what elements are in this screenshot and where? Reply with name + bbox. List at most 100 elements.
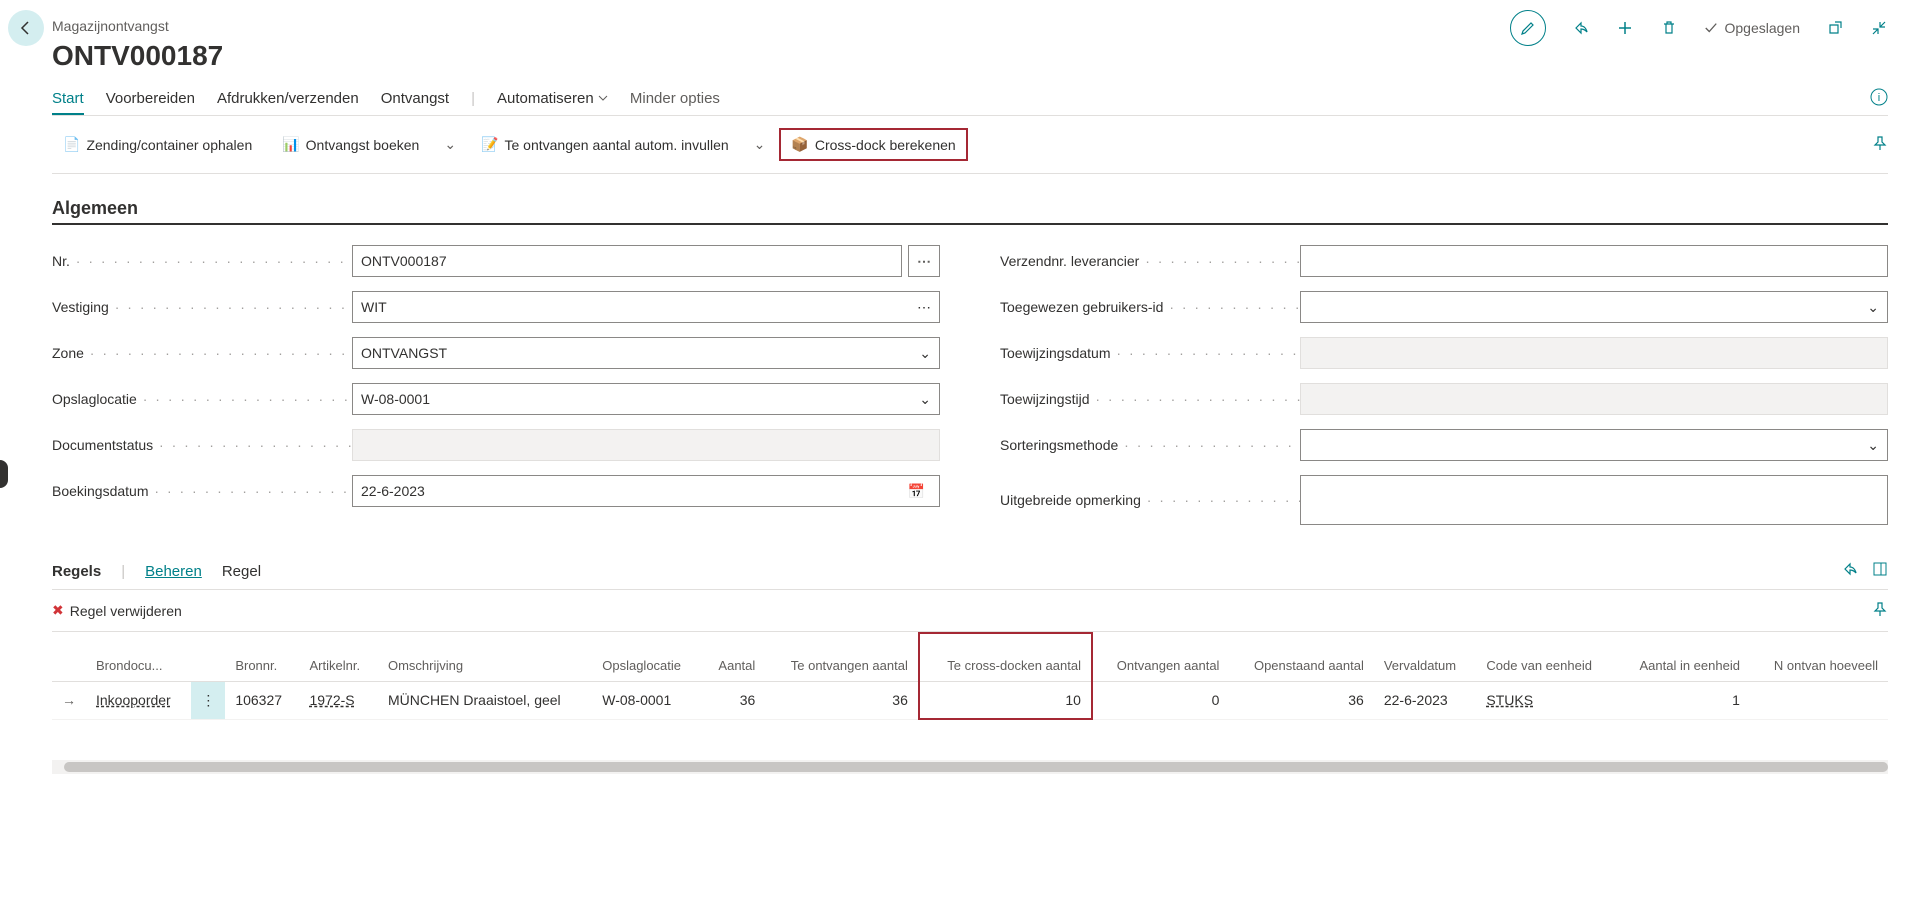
- input-opslag[interactable]: W-08-0001⌄: [352, 383, 940, 415]
- label-boekdatum: Boekingsdatum: [52, 483, 352, 499]
- lines-regel[interactable]: Regel: [222, 563, 261, 580]
- label-sortering: Sorteringsmethode: [1000, 437, 1300, 453]
- pin-icon[interactable]: [1872, 135, 1888, 154]
- lines-table: Brondocu... Bronnr. Artikelnr. Omschrijv…: [52, 632, 1888, 720]
- col-aantalin[interactable]: Aantal in eenheid: [1616, 633, 1750, 681]
- action-boeken[interactable]: 📊Ontvangst boeken: [271, 129, 430, 160]
- label-opmerking: Uitgebreide opmerking: [1000, 492, 1300, 508]
- saved-label: Opgeslagen: [1724, 20, 1800, 36]
- cell-bronnr[interactable]: 106327: [225, 681, 299, 719]
- col-openstaand[interactable]: Openstaand aantal: [1229, 633, 1373, 681]
- separator: |: [471, 90, 475, 107]
- label-nr: Nr.: [52, 253, 352, 269]
- h-scrollbar[interactable]: [52, 760, 1888, 774]
- delete-x-icon: ✖: [52, 602, 64, 619]
- tab-minder[interactable]: Minder opties: [630, 90, 720, 107]
- col-artikelnr[interactable]: Artikelnr.: [299, 633, 377, 681]
- col-aantal[interactable]: Aantal: [702, 633, 765, 681]
- svg-text:i: i: [1878, 92, 1880, 104]
- pencil-icon: [1520, 20, 1536, 36]
- cell-codeeenheid[interactable]: STUKS: [1476, 681, 1616, 719]
- cell-teontvangen[interactable]: 36: [765, 681, 919, 719]
- tab-automatiseren[interactable]: Automatiseren: [497, 90, 608, 107]
- fill-icon: 📝: [481, 136, 498, 153]
- tab-ontvangst[interactable]: Ontvangst: [381, 90, 449, 107]
- delete-line-button[interactable]: ✖Regel verwijderen: [52, 602, 182, 619]
- row-menu[interactable]: ⋮: [191, 681, 225, 719]
- tab-start[interactable]: Start: [52, 90, 84, 115]
- lines-expand-icon[interactable]: [1872, 561, 1888, 581]
- section-algemeen: Algemeen: [52, 198, 1888, 219]
- col-ontvangen[interactable]: Ontvangen aantal: [1092, 633, 1229, 681]
- post-icon: 📊: [282, 136, 299, 153]
- input-toewtijd: [1300, 383, 1888, 415]
- info-icon[interactable]: i: [1870, 88, 1888, 110]
- tab-voorbereiden[interactable]: Voorbereiden: [106, 90, 195, 107]
- input-verzend[interactable]: [1300, 245, 1888, 277]
- input-vestiging[interactable]: WIT⋯: [352, 291, 940, 323]
- action-zending[interactable]: 📄Zending/container ophalen: [52, 129, 263, 160]
- col-omschrijving[interactable]: Omschrijving: [378, 633, 592, 681]
- document-icon: 📄: [63, 136, 80, 153]
- input-boekdatum[interactable]: 22-6-2023📅: [352, 475, 940, 507]
- collapse-icon[interactable]: [1870, 19, 1888, 37]
- label-gebruiker: Toegewezen gebruikers-id: [1000, 299, 1300, 315]
- cell-vervaldatum[interactable]: 22-6-2023: [1374, 681, 1477, 719]
- input-sortering[interactable]: ⌄: [1300, 429, 1888, 461]
- new-icon[interactable]: [1616, 19, 1634, 37]
- chevron-down-icon: [598, 93, 608, 103]
- input-docstatus: [352, 429, 940, 461]
- lines-pin-icon[interactable]: [1872, 601, 1888, 620]
- cell-brondocu[interactable]: Inkooporder: [86, 681, 191, 719]
- col-codeeenheid[interactable]: Code van eenheid: [1476, 633, 1616, 681]
- boeken-chevron[interactable]: ⌄: [438, 136, 462, 153]
- col-tecrossdock[interactable]: Te cross-docken aantal: [919, 633, 1092, 681]
- invullen-chevron[interactable]: ⌄: [748, 136, 772, 153]
- lines-beheren[interactable]: Beheren: [145, 563, 202, 580]
- tab-afdrukken[interactable]: Afdrukken/verzenden: [217, 90, 359, 107]
- label-opslag: Opslaglocatie: [52, 391, 352, 407]
- lines-title: Regels: [52, 563, 101, 580]
- label-vestiging: Vestiging: [52, 299, 352, 315]
- lines-share-icon[interactable]: [1842, 561, 1858, 581]
- lines-table-wrap: Brondocu... Bronnr. Artikelnr. Omschrijv…: [52, 631, 1888, 720]
- col-vervaldatum[interactable]: Vervaldatum: [1374, 633, 1477, 681]
- col-teontvangen[interactable]: Te ontvangen aantal: [765, 633, 919, 681]
- cell-ontvangen[interactable]: 0: [1092, 681, 1229, 719]
- col-bronnr[interactable]: Bronnr.: [225, 633, 299, 681]
- col-opslag[interactable]: Opslaglocatie: [592, 633, 702, 681]
- cell-opslag[interactable]: W-08-0001: [592, 681, 702, 719]
- label-zone: Zone: [52, 345, 352, 361]
- share-icon[interactable]: [1572, 19, 1590, 37]
- action-crossdock[interactable]: 📦Cross-dock berekenen: [779, 128, 967, 161]
- col-brondocu[interactable]: Brondocu...: [86, 633, 191, 681]
- back-button[interactable]: [8, 10, 44, 46]
- crossdock-icon: 📦: [791, 136, 808, 153]
- action-invullen[interactable]: 📝Te ontvangen aantal autom. invullen: [470, 129, 740, 160]
- label-toewtijd: Toewijzingstijd: [1000, 391, 1300, 407]
- input-toewdatum: [1300, 337, 1888, 369]
- cell-openstaand[interactable]: 36: [1229, 681, 1373, 719]
- check-icon: [1704, 21, 1718, 35]
- label-docstatus: Documentstatus: [52, 437, 352, 453]
- nr-lookup[interactable]: ⋯: [908, 245, 940, 277]
- edit-button[interactable]: [1510, 10, 1546, 46]
- input-zone[interactable]: ONTVANGST⌄: [352, 337, 940, 369]
- table-row[interactable]: → Inkooporder ⋮ 106327 1972-S MÜNCHEN Dr…: [52, 681, 1888, 719]
- label-toewdatum: Toewijzingsdatum: [1000, 345, 1300, 361]
- arrow-left-icon: [18, 20, 34, 36]
- delete-icon[interactable]: [1660, 19, 1678, 37]
- cell-aantalin[interactable]: 1: [1616, 681, 1750, 719]
- cell-tecrossdock[interactable]: 10: [919, 681, 1092, 719]
- input-nr[interactable]: [352, 245, 902, 277]
- cell-artikelnr[interactable]: 1972-S: [299, 681, 377, 719]
- popout-icon[interactable]: [1826, 19, 1844, 37]
- saved-status: Opgeslagen: [1704, 20, 1800, 36]
- cell-omschrijving[interactable]: MÜNCHEN Draaistoel, geel: [378, 681, 592, 719]
- input-gebruiker[interactable]: ⌄: [1300, 291, 1888, 323]
- cell-aantal[interactable]: 36: [702, 681, 765, 719]
- row-indicator: →: [52, 681, 86, 719]
- col-ontvhoev[interactable]: N ontvan hoeveell: [1750, 633, 1888, 681]
- input-opmerking[interactable]: [1300, 475, 1888, 525]
- calendar-icon[interactable]: 📅: [908, 483, 931, 500]
